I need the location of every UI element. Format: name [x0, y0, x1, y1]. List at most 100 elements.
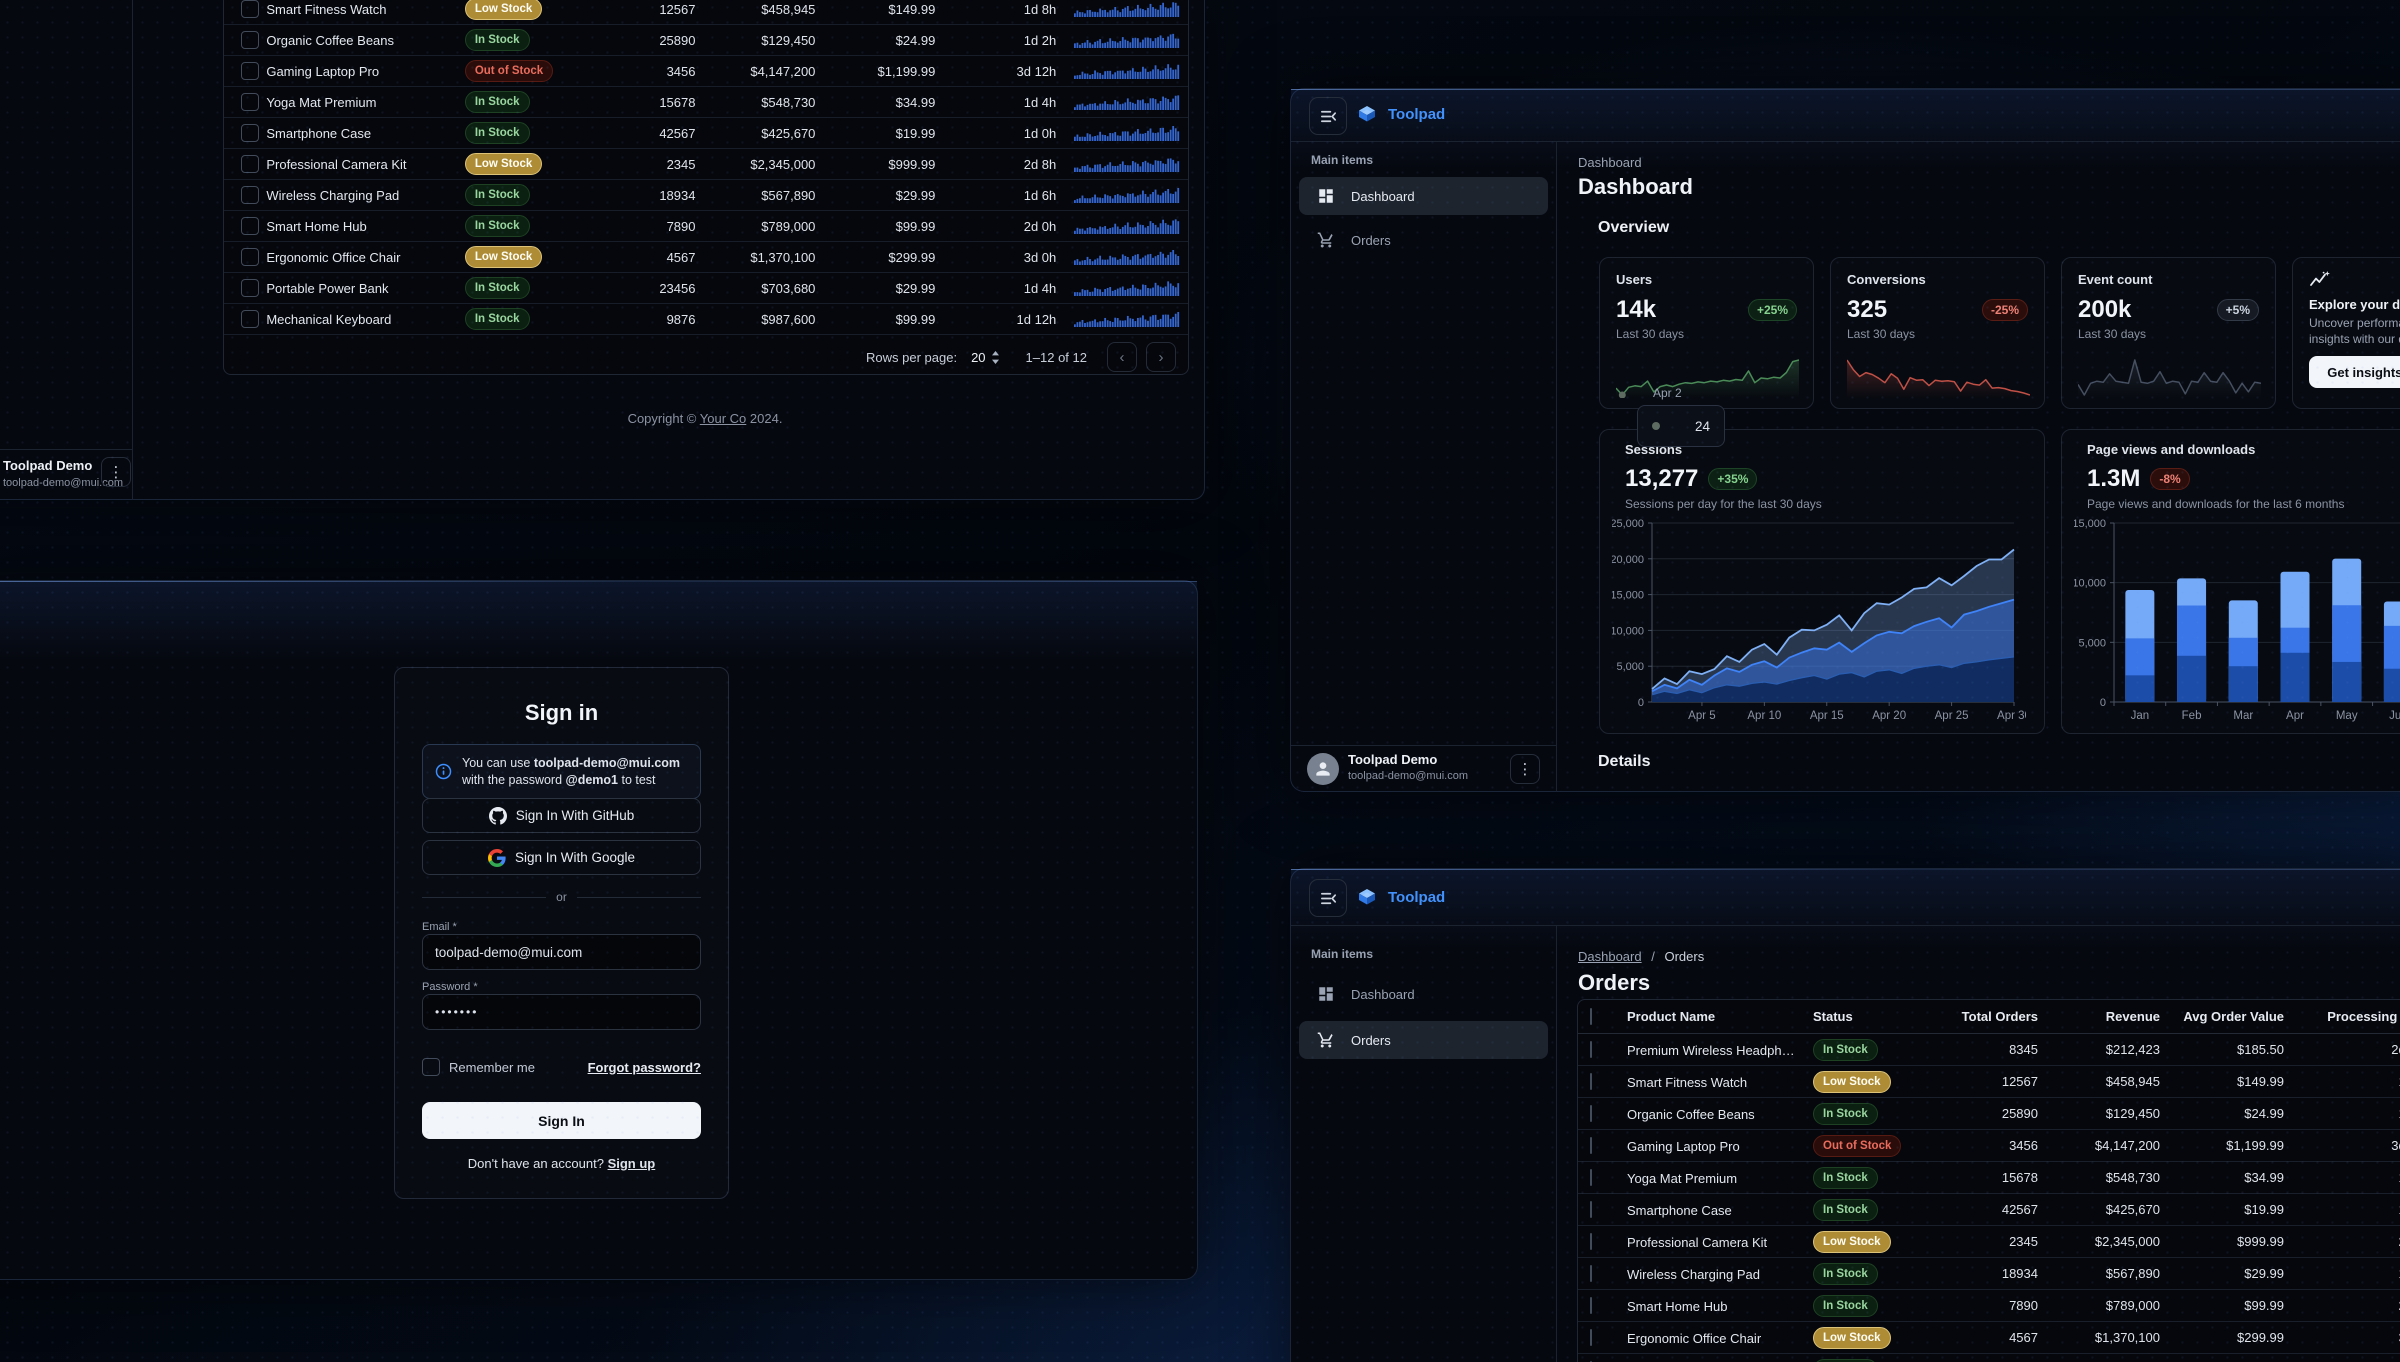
processing-time-cell: 3d 0h [2291, 1330, 2400, 1345]
app-title[interactable]: Toolpad [1388, 889, 1446, 906]
row-checkbox[interactable] [1590, 1137, 1592, 1154]
signup-link[interactable]: Sign up [607, 1156, 656, 1171]
tooltip-date: Apr 2 [1653, 386, 1682, 400]
table-row[interactable]: Professional Camera Kit Low Stock 2345 $2,3… [224, 149, 1188, 180]
row-checkbox[interactable] [241, 0, 260, 18]
table-row[interactable]: Organic Coffee Beans In Stock 25890 $129,45… [1578, 1098, 2400, 1130]
product-name-cell: Gaming Laptop Pro [266, 63, 380, 79]
row-checkbox[interactable] [241, 248, 260, 266]
sidebar-item-dashboard[interactable]: Dashboard [1299, 177, 1548, 215]
status-badge: Out of Stock [464, 60, 554, 82]
app-title[interactable]: Toolpad [1388, 106, 1446, 123]
row-checkbox[interactable] [1590, 1105, 1592, 1122]
table-row[interactable]: Ergonomic Office Chair Low Stock 4567 $1,37… [224, 242, 1188, 273]
row-checkbox[interactable] [241, 310, 260, 328]
row-checkbox[interactable] [241, 217, 260, 235]
total-orders-cell: 25890 [2001, 1106, 2038, 1121]
table-row[interactable]: Premium Wireless Headphones In Stock 8345 $… [1578, 1034, 2400, 1066]
processing-time-cell: 2d 8h [1023, 156, 1057, 172]
avatar [1307, 753, 1339, 785]
sidebar-item-orders[interactable]: Orders [1299, 221, 1548, 259]
trend-badge: +5% [2216, 299, 2259, 321]
sidebar-toggle-button[interactable] [1309, 879, 1347, 917]
table-row[interactable]: Smartphone Case In Stock 42567 $425,670 $19.… [1578, 1194, 2400, 1226]
next-page-button[interactable]: › [1146, 342, 1176, 372]
row-checkbox[interactable] [1590, 1073, 1592, 1090]
table-row[interactable]: Wireless Charging Pad In Stock 18934 $567,8… [1578, 1258, 2400, 1290]
row-checkbox[interactable] [1590, 1201, 1592, 1218]
sidebar-item-dashboard[interactable]: Dashboard [1299, 975, 1548, 1013]
revenue-cell: $212,423 [2105, 1042, 2160, 1057]
rows-per-page-label: Rows per page: [866, 349, 958, 365]
avg-order-value-cell: $99.99 [895, 218, 936, 234]
table-row[interactable]: Smart Home Hub In Stock 7890 $789,000 $99.99… [1578, 1290, 2400, 1322]
table-row[interactable]: Organic Coffee Beans In Stock 25890 $129,45… [224, 25, 1188, 56]
account-menu-button[interactable]: ⋮ [101, 457, 131, 487]
table-row[interactable]: Yoga Mat Premium In Stock 15678 $548,730 $34… [1578, 1162, 2400, 1194]
select-all-checkbox[interactable] [1590, 1008, 1592, 1025]
prev-page-button[interactable]: ‹ [1107, 342, 1137, 372]
row-checkbox[interactable] [1590, 1233, 1592, 1250]
row-checkbox[interactable] [241, 186, 260, 204]
signin-info-alert: You can use toolpad-demo@mui.com with th… [422, 744, 701, 799]
table-row[interactable]: Ergonomic Office Chair Low Stock 4567 $1,37… [1578, 1322, 2400, 1354]
google-signin-button[interactable]: Sign In With Google [422, 840, 701, 875]
collapse-menu-icon [1320, 892, 1336, 904]
get-insights-button[interactable]: Get insights› [2309, 356, 2400, 388]
signin-submit-button[interactable]: Sign In [422, 1102, 701, 1139]
row-checkbox[interactable] [241, 124, 260, 142]
row-checkbox[interactable] [1590, 1041, 1592, 1058]
series-marker [1652, 422, 1660, 430]
table-row[interactable]: Smart Home Hub In Stock 7890 $789,000 $99.99… [224, 211, 1188, 242]
svg-text:Jan: Jan [2131, 710, 2150, 722]
table-row[interactable]: Smart Fitness Watch Low Stock 12567 $458,94… [224, 0, 1188, 25]
total-orders-cell: 3456 [666, 63, 696, 79]
account-email: toolpad-demo@mui.com [3, 477, 123, 489]
table-row[interactable]: Smart Fitness Watch Low Stock 12567 $458,94… [1578, 1066, 2400, 1098]
table-row[interactable]: Mechanical Keyboard In Stock 9876 $987,600 $… [224, 304, 1188, 335]
table-row[interactable]: Gaming Laptop Pro Out of Stock 3456 $4,147,… [1578, 1130, 2400, 1162]
account-menu-button[interactable]: ⋮ [1510, 754, 1540, 784]
github-signin-button[interactable]: Sign In With GitHub [422, 798, 701, 833]
sidebar-item-orders[interactable]: Orders [1299, 1021, 1548, 1059]
events-sparkline-svg [2078, 359, 2261, 398]
table-row[interactable]: Professional Camera Kit Low Stock 2345 $2,3… [1578, 1226, 2400, 1258]
copyright-link[interactable]: Your Co [699, 411, 747, 426]
status-badge: In Stock [1813, 1038, 1878, 1061]
rows-per-page-value[interactable]: 20 [971, 349, 986, 365]
revenue-cell: $129,450 [2105, 1106, 2160, 1121]
row-checkbox[interactable] [1590, 1297, 1592, 1314]
breadcrumb[interactable]: Dashboard [1578, 155, 1642, 170]
stat-value: 325 [1847, 296, 1888, 323]
product-name-cell: Professional Camera Kit [266, 156, 407, 172]
spinner-icon[interactable] [991, 350, 1000, 365]
status-badge: In Stock [464, 184, 530, 206]
row-checkbox[interactable] [241, 155, 260, 173]
sidebar-toggle-button[interactable] [1309, 97, 1347, 135]
row-checkbox[interactable] [241, 93, 260, 111]
row-checkbox[interactable] [1590, 1329, 1592, 1346]
remember-checkbox[interactable] [422, 1058, 440, 1076]
table-row[interactable]: Yoga Mat Premium In Stock 15678 $548,730 $34… [224, 87, 1188, 118]
email-field[interactable]: toolpad-demo@mui.com [422, 934, 701, 970]
breadcrumb-dashboard[interactable]: Dashboard [1578, 949, 1642, 964]
product-name-cell: Smart Home Hub [266, 218, 367, 234]
table-row[interactable]: Smartphone Case In Stock 42567 $425,670 $19.… [224, 118, 1188, 149]
table-row[interactable]: Wireless Charging Pad In Stock 18934 $567,8… [224, 180, 1188, 211]
avg-order-value-cell: $19.99 [895, 125, 936, 141]
row-checkbox[interactable] [241, 279, 260, 297]
row-checkbox[interactable] [1590, 1169, 1592, 1186]
table-row[interactable]: Gaming Laptop Pro Out of Stock 3456 $4,147,… [224, 56, 1188, 87]
revenue-cell: $458,945 [761, 1, 816, 17]
row-checkbox[interactable] [241, 62, 260, 80]
password-field[interactable]: ••••••• [422, 994, 701, 1030]
avg-order-value-cell: $29.99 [895, 187, 936, 203]
row-checkbox[interactable] [1590, 1265, 1592, 1282]
orders-main: Dashboard / Orders Orders Product Name S… [1556, 925, 2400, 1362]
forgot-password-link[interactable]: Forgot password? [587, 1059, 701, 1075]
avg-order-value-cell: $149.99 [888, 1, 936, 17]
row-checkbox[interactable] [241, 31, 260, 49]
